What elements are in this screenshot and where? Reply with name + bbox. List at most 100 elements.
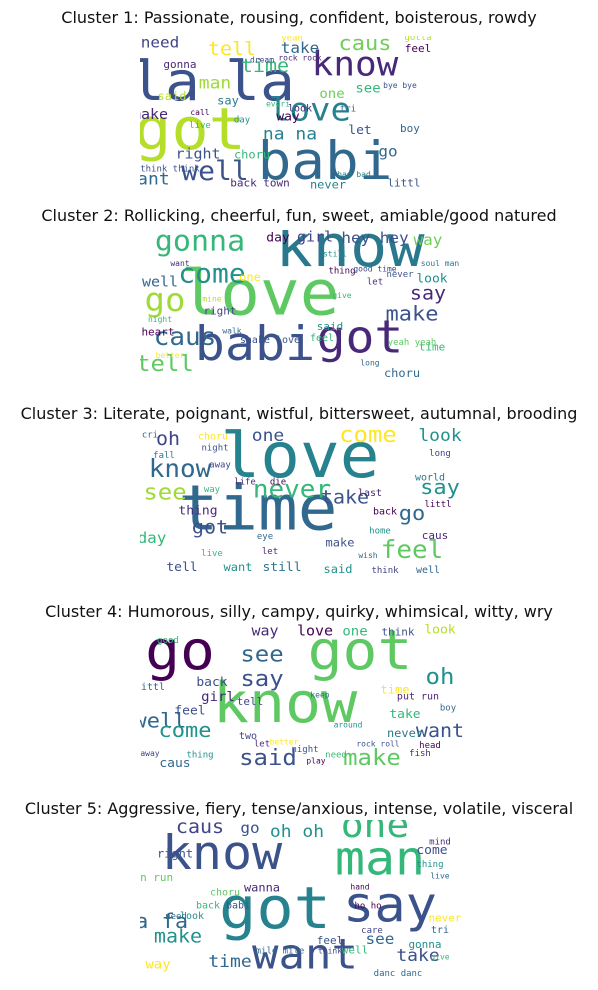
cloud-word: make bbox=[140, 106, 168, 122]
cloud-word: gonna bbox=[163, 58, 196, 71]
cloud-word: go bbox=[145, 281, 186, 319]
cloud-word: right bbox=[175, 146, 220, 162]
cloud-word: wanna bbox=[244, 881, 280, 895]
cloud-word: well bbox=[342, 944, 368, 957]
cloud-word: got bbox=[219, 875, 331, 943]
cloud-word: eye bbox=[257, 532, 273, 542]
cloud-word: go bbox=[145, 624, 215, 683]
cloud-word: long bbox=[360, 359, 379, 368]
cloud-word: time bbox=[381, 683, 410, 697]
cloud-word: rock rock bbox=[278, 54, 322, 63]
cloud-word: never bbox=[253, 475, 331, 503]
cloud-word: oh bbox=[426, 664, 455, 690]
cloud-word: got bbox=[140, 96, 246, 164]
cloud-word: think bbox=[318, 947, 342, 956]
cloud-word: long bbox=[429, 449, 451, 459]
panel-2-title: Cluster 2: Rollicking, cheerful, fun, sw… bbox=[41, 206, 557, 225]
cloud-word: tell bbox=[237, 695, 263, 708]
cloud-word: think think bbox=[140, 165, 200, 175]
cloud-word: want bbox=[416, 719, 464, 741]
cloud-word: choru bbox=[210, 888, 240, 899]
cloud-word: know bbox=[162, 826, 283, 880]
cloud-word: call bbox=[190, 108, 209, 117]
cloud-word: boy bbox=[440, 704, 456, 714]
cloud-word: two bbox=[239, 731, 257, 742]
cloud-word: make bbox=[343, 745, 401, 771]
cloud-word: take bbox=[321, 486, 369, 508]
cloud-word: home bbox=[369, 527, 391, 537]
cloud-word: say bbox=[343, 876, 437, 933]
cloud-word: say bbox=[240, 666, 283, 692]
cloud-word: tell bbox=[208, 37, 256, 59]
cloud-word: man bbox=[335, 832, 425, 886]
cloud-word: gotta bbox=[404, 36, 431, 43]
cloud-word: got bbox=[317, 311, 404, 363]
cloud-word: thing bbox=[178, 503, 217, 518]
cloud-word: look bbox=[288, 104, 312, 115]
cloud-word: rock roll bbox=[356, 740, 399, 749]
cloud-word: take bbox=[389, 706, 420, 721]
cloud-word: got bbox=[192, 516, 228, 538]
cloud-word: last bbox=[358, 488, 382, 499]
cloud-word: need bbox=[165, 912, 187, 922]
cloud-word: everi bbox=[266, 100, 290, 109]
cloud-word: come bbox=[416, 842, 447, 857]
cloud-word: said bbox=[239, 745, 297, 771]
cloud-word: time bbox=[419, 341, 445, 354]
cloud-word: see bbox=[240, 641, 283, 667]
cloud-word: care bbox=[361, 926, 383, 936]
cloud-word: gonna bbox=[408, 938, 441, 951]
cloud-word: never bbox=[387, 726, 423, 740]
cloud-word: danc danc bbox=[374, 969, 423, 979]
cloud-word: love bbox=[221, 428, 380, 492]
cloud-word: mind bbox=[429, 838, 451, 848]
cloud-word: go bbox=[378, 143, 397, 160]
cloud-word: never bbox=[386, 270, 413, 280]
cloud-word: better bbox=[156, 351, 185, 360]
cloud-word: night bbox=[148, 315, 172, 324]
cloud-word: well bbox=[416, 565, 440, 576]
cloud-word: shake love bbox=[240, 335, 300, 346]
cloud-word: said bbox=[324, 562, 353, 576]
cloud-word: hand bbox=[350, 883, 369, 892]
cloud-word: live bbox=[189, 121, 211, 131]
cloud-word: life bbox=[234, 478, 256, 488]
cloud-word: tri bbox=[340, 105, 356, 115]
cloud-word: said bbox=[158, 89, 187, 103]
cloud-word: got bbox=[308, 624, 413, 683]
cloud-word: die bbox=[270, 478, 286, 488]
cloud-word: see bbox=[143, 479, 186, 505]
cloud-word: thing bbox=[416, 860, 443, 870]
cloud-word: way bbox=[204, 485, 220, 495]
cloud-word: choru bbox=[234, 148, 270, 162]
panel-3-title: Cluster 3: Literate, poignant, wistful, … bbox=[20, 404, 578, 423]
cloud-word: day bbox=[266, 230, 290, 244]
cloud-word: one bbox=[319, 86, 344, 102]
cloud-word: fall bbox=[153, 451, 175, 461]
cloud-word: come bbox=[339, 428, 397, 448]
cloud-word: look bbox=[418, 428, 462, 446]
cloud-word: make bbox=[326, 536, 355, 550]
cloud-word: one bbox=[252, 428, 285, 446]
cloud-word: way bbox=[251, 624, 278, 639]
cloud-word: good bbox=[157, 636, 179, 646]
cloud-word: way bbox=[414, 231, 443, 248]
cloud-word: wish bbox=[358, 551, 377, 560]
cloud-word: tell bbox=[140, 351, 194, 377]
cloud-word: let bbox=[254, 740, 270, 750]
cloud-word: one bbox=[341, 820, 410, 846]
cloud-word: tri bbox=[431, 925, 449, 936]
word-cloud-3: love time never know come feel see say take go got… bbox=[140, 428, 465, 588]
cloud-word: time bbox=[241, 54, 289, 76]
cloud-word: look bbox=[180, 911, 204, 922]
cloud-word: back bbox=[196, 674, 228, 689]
cloud-word: run run bbox=[140, 871, 173, 884]
cloud-word: know bbox=[312, 45, 400, 84]
cloud-word: never bbox=[428, 912, 462, 925]
cloud-word: oh bbox=[156, 428, 180, 450]
cloud-word: bye bye bbox=[383, 81, 417, 90]
cloud-word: caus bbox=[339, 36, 392, 56]
